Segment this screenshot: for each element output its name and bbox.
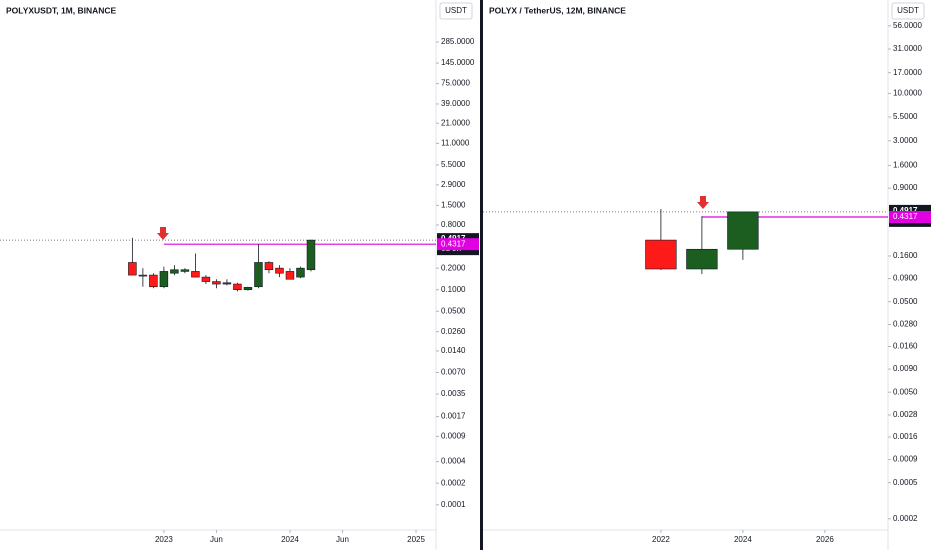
candle-body	[128, 262, 137, 276]
y-tick-label: 0.0900	[893, 274, 918, 283]
currency-box	[439, 2, 473, 20]
candle-body	[686, 248, 718, 270]
y-tick-label: 5.5000	[441, 160, 466, 169]
y-tick-label: 0.1000	[441, 285, 466, 294]
candle-body	[306, 239, 316, 271]
y-tick-label: 0.0028	[893, 410, 918, 419]
y-tick-label: 145.0000	[441, 58, 475, 67]
level-box	[889, 211, 931, 224]
candle-body	[285, 271, 295, 280]
x-tick-label: Jun	[210, 535, 223, 544]
y-tick-label: 0.0160	[893, 342, 918, 351]
y-tick-label: 0.0090	[893, 364, 918, 373]
candle-body	[254, 262, 263, 288]
level-label: 0.4317	[441, 239, 466, 248]
x-tick-label: 2024	[281, 535, 299, 544]
y-tick-label: 39.0000	[441, 99, 470, 108]
y-tick-label: 0.0140	[441, 346, 466, 355]
arrow	[697, 196, 709, 209]
y-tick-label: 0.9000	[893, 183, 918, 192]
y-tick-label: 1.5000	[441, 201, 466, 210]
y-tick-label: 0.8000	[441, 220, 466, 229]
y-tick-label: 0.0005	[893, 478, 918, 487]
y-tick-label: 285.0000	[441, 37, 475, 46]
candle-body	[191, 271, 200, 278]
y-tick-label: 10.0000	[893, 89, 922, 98]
currency: USDT	[897, 6, 919, 15]
x-tick-label: 2024	[734, 535, 752, 544]
candle-body	[201, 276, 211, 282]
candle-body	[212, 281, 221, 285]
y-tick-label: 0.0500	[441, 306, 466, 315]
y-tick-label: 0.0070	[441, 368, 466, 377]
candle-body	[296, 267, 305, 278]
x-tick-label: 2025	[407, 535, 425, 544]
x-tick-label: 2026	[816, 535, 834, 544]
y-tick-label: 0.2000	[441, 263, 466, 272]
candle-body	[645, 239, 677, 270]
chart-title: POLYXUSDT, 1M, BINANCE	[6, 5, 117, 15]
divider	[480, 0, 483, 550]
candle-body	[727, 211, 759, 250]
y-tick-label: 0.0009	[893, 455, 918, 464]
x-tick-label: 2022	[652, 535, 670, 544]
y-tick-label: 31.0000	[893, 44, 922, 53]
candle-body	[243, 287, 253, 291]
y-tick-label: 0.0016	[893, 432, 918, 441]
chart-title: POLYX / TetherUS, 12M, BINANCE	[489, 5, 626, 15]
y-tick-label: 0.0280	[893, 320, 918, 329]
arrow	[157, 227, 169, 240]
y-tick-label: 1.6000	[893, 161, 918, 170]
y-tick-label: 2.9000	[441, 180, 466, 189]
level-label: 0.4317	[893, 212, 918, 221]
y-tick-label: 0.0001	[441, 500, 466, 509]
y-tick-label: 0.0004	[441, 457, 466, 466]
y-tick-label: 0.0002	[441, 478, 466, 487]
candle-body	[264, 262, 274, 271]
y-tick-label: 0.0017	[441, 412, 466, 421]
y-tick-label: 21.0000	[441, 118, 470, 127]
x-tick-label: 2023	[155, 535, 173, 544]
y-tick-label: 0.0500	[893, 297, 918, 306]
y-tick-label: 0.0035	[441, 389, 466, 398]
y-tick-label: 17.0000	[893, 68, 922, 77]
candle-body	[275, 267, 284, 274]
y-tick-label: 5.5000	[893, 112, 918, 121]
currency: USDT	[445, 6, 467, 15]
y-tick-label: 56.0000	[893, 21, 922, 30]
y-tick-label: 3.0000	[893, 136, 918, 145]
y-tick-label: 0.0009	[441, 431, 466, 440]
y-tick-label: 75.0000	[441, 79, 470, 88]
y-tick-label: 0.0050	[893, 387, 918, 396]
candle-body	[233, 283, 242, 291]
candle-body	[138, 274, 148, 277]
candle-body	[159, 271, 169, 288]
y-tick-label: 0.1600	[893, 251, 918, 260]
candle-body	[180, 269, 190, 272]
y-tick-label: 11.0000	[441, 138, 470, 147]
last-price-label: 0.4917	[893, 206, 918, 215]
level-box	[437, 238, 479, 251]
y-tick-label: 0.0260	[441, 327, 466, 336]
y-tick-label: 0.0002	[893, 514, 918, 523]
currency-box	[891, 2, 925, 20]
candle-body	[149, 274, 158, 288]
x-tick-label: Jun	[336, 535, 349, 544]
candle-body	[170, 269, 179, 274]
candle-body	[222, 282, 232, 285]
